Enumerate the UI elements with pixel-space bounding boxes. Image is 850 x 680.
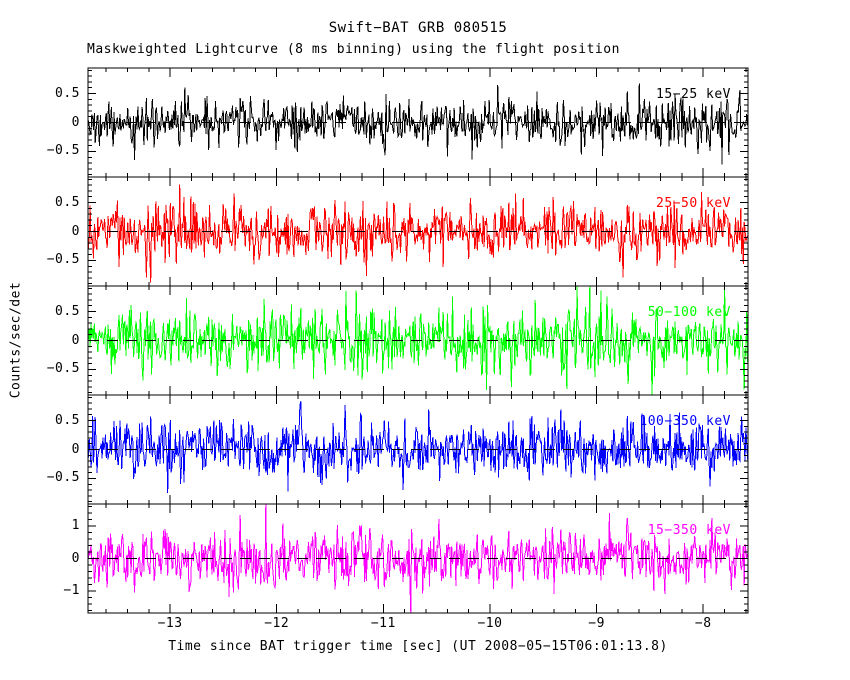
- y-tick-label: −0.5: [46, 470, 80, 486]
- y-tick-label: 0: [71, 550, 80, 566]
- panel-25-50-kev: [87, 176, 749, 287]
- x-tick-label: −13: [157, 616, 183, 631]
- axis-ticks: [88, 68, 748, 177]
- panel-100-350-kev: [87, 394, 749, 505]
- y-tick-label: 0.5: [55, 303, 80, 319]
- panel-50-100-kev: [87, 285, 749, 396]
- x-tick-label: −10: [477, 616, 503, 631]
- band-label: 25−50 keV: [656, 196, 731, 211]
- y-tick-label: 0: [71, 441, 80, 457]
- band-label: 15−25 keV: [656, 87, 731, 102]
- panel-15-25-kev: [87, 67, 749, 178]
- lightcurve-trace: [87, 503, 749, 614]
- band-label: 15−350 keV: [647, 523, 731, 538]
- y-tick-label: −0.5: [46, 252, 80, 268]
- y-tick-label: 1: [71, 518, 80, 534]
- y-tick-label: 0.5: [55, 194, 80, 210]
- y-tick-label: −1: [63, 582, 80, 598]
- x-tick-label: −8: [694, 616, 712, 631]
- chart-title: Swift−BAT GRB 080515: [328, 20, 508, 36]
- lightcurve-trace: [87, 285, 749, 395]
- lightcurve-trace: [87, 83, 749, 165]
- axis-ticks: [88, 504, 748, 613]
- lightcurve-trace: [87, 401, 749, 493]
- chart-subtitle: Maskweighted Lightcurve (8 ms binning) u…: [87, 42, 620, 57]
- axis-ticks: [88, 395, 748, 504]
- panel-15-350-kev: [87, 503, 749, 614]
- y-tick-label: −0.5: [46, 143, 80, 159]
- y-tick-label: 0.5: [55, 85, 80, 101]
- x-axis-label: Time since BAT trigger time [sec] (UT 20…: [168, 639, 668, 654]
- x-tick-label: −12: [264, 616, 290, 631]
- y-tick-label: 0: [71, 223, 80, 239]
- y-tick-label: −0.5: [46, 361, 80, 377]
- axis-ticks: [88, 177, 748, 286]
- band-label: 50−100 keV: [647, 305, 731, 320]
- lightcurve-trace: [87, 184, 749, 283]
- y-tick-label: 0.5: [55, 412, 80, 428]
- band-label: 100−350 keV: [639, 414, 731, 429]
- x-tick-label: −9: [588, 616, 605, 631]
- x-tick-label: −11: [370, 616, 396, 631]
- axis-ticks: [88, 286, 748, 395]
- y-tick-label: 0: [71, 114, 80, 130]
- y-tick-label: 0: [71, 332, 80, 348]
